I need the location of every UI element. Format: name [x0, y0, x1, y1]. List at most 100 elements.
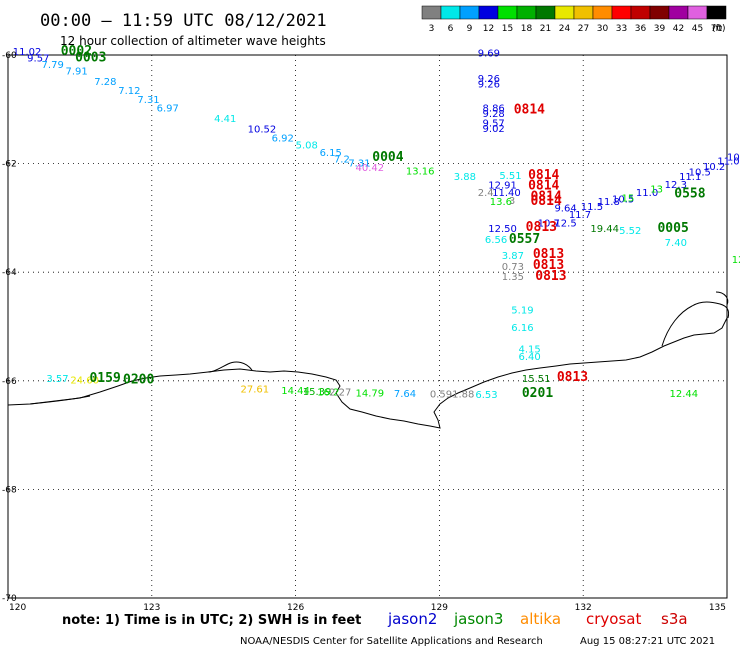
latitude-tick-label: -60 [2, 51, 17, 61]
wave-height-label: 9.57 [483, 119, 505, 130]
pass-time-label: 0004 [372, 150, 403, 165]
wave-height-label: 10.2 [703, 162, 725, 173]
map-frame [7, 54, 728, 599]
legend-tick-label: 36 [635, 24, 647, 34]
longitude-tick-label: 132 [575, 603, 592, 613]
legend-tick-label: 18 [521, 24, 533, 34]
pass-time-label: 0813 [535, 269, 566, 284]
wave-height-label: 7.31 [348, 158, 370, 169]
coastline [7, 291, 730, 429]
wave-height-label: 11.40 [492, 188, 521, 199]
legend-tick-label: 9 [467, 24, 473, 34]
wave-height-label: 9.28 [483, 109, 505, 120]
pass-time-label: 0002 [61, 44, 92, 59]
map-subtitle: 12 hour collection of altimeter wave hei… [60, 34, 326, 48]
wave-height-label: 9.57 [27, 54, 49, 65]
wave-height-label: 6.97 [157, 103, 179, 114]
legend-tick-label: 12 [483, 24, 494, 34]
legend-tick-label: 42 [673, 24, 684, 34]
wave-height-label: 11.7 [569, 210, 591, 221]
wave-height-label: 9.02 [483, 124, 505, 135]
legend-tick-label: 6 [448, 24, 454, 34]
pass-time-label: 0814 [514, 103, 545, 118]
wave-height-label: 6.16 [511, 323, 533, 334]
legend-swatch [649, 5, 670, 20]
wave-height-label: 11.0 [636, 188, 658, 199]
wave-height-label: 3 [509, 196, 515, 207]
wave-height-label: 7.91 [66, 67, 88, 78]
legend-tick-label: 15 [502, 24, 513, 34]
wave-height-label: 11.1 [679, 172, 701, 183]
pass-time-label: 0813 [533, 258, 564, 273]
wave-height-label: 15.51 [522, 374, 551, 385]
satellite-name-jason2: jason2 [387, 610, 437, 628]
latitude-labels: -60 -62 -64 -66 -68 -70 [2, 51, 17, 604]
wave-height-label: 6.15 [320, 148, 342, 159]
latitude-tick-label: -66 [2, 377, 17, 387]
legend-tick-label: 27 [578, 24, 589, 34]
wave-height-label: 14.44 [281, 386, 310, 397]
wave-height-label: 3.57 [46, 374, 68, 385]
wave-height-label: 14.79 [356, 389, 385, 400]
legend-swatch [516, 5, 537, 20]
legend-tick-label: 70 [711, 24, 723, 34]
wave-height-label: 7.28 [94, 77, 116, 88]
legend-tick-label: 24 [559, 24, 571, 34]
legend-swatch [706, 5, 727, 20]
wave-height-label: 24.60 [70, 376, 99, 387]
footer-note: note: 1) Time is in UTC; 2) SWH is in fe… [62, 613, 361, 628]
legend-swatch [630, 5, 651, 20]
wave-height-label: 12.91 [488, 181, 517, 192]
wave-height-label: 11.5 [581, 202, 603, 213]
wave-height-label: 15.39 [303, 387, 332, 398]
wave-height-label: 11.02 [13, 47, 42, 58]
legend-swatch [459, 5, 480, 20]
satellite-name-s3a: s3a [661, 610, 688, 628]
wave-height-label: 6.40 [518, 352, 540, 363]
wave-height-label: 7.31 [137, 95, 159, 106]
wave-height-label: 6.92 [272, 133, 294, 144]
longitude-tick-label: 135 [709, 603, 726, 613]
antarctic-coastline [7, 317, 728, 429]
wave-height-label: 13 [650, 184, 663, 195]
wave-height-label: 12.44 [669, 389, 698, 400]
pass-time-label: 0814 [530, 194, 561, 209]
legend-swatch [478, 5, 499, 20]
wave-height-label: 4.41 [214, 114, 236, 125]
latitude-tick-label: -62 [2, 160, 17, 170]
legend-unit: (ft) [712, 24, 726, 34]
pass-time-label: 0201 [522, 386, 553, 401]
wave-height-label: 19.44 [590, 224, 619, 235]
wave-height-label: 10.4 [727, 152, 740, 163]
footer-credit: NOAA/NESDIS Center for Satellite Applica… [240, 636, 543, 647]
pass-time-label: 0003 [75, 51, 106, 66]
wave-height-label: 13.16 [406, 166, 435, 177]
map-title: 00:00 – 11:59 UTC 08/12/2021 [40, 11, 327, 31]
wave-height-label: 2.4 [478, 188, 494, 199]
wave-height-label: 0.73 [502, 262, 524, 273]
wave-height-label: 2.27 [329, 387, 351, 398]
wave-height-label: 3.87 [502, 251, 524, 262]
satellite-name-altika: altika [520, 610, 561, 628]
wave-height-label: 40.42 [356, 163, 385, 174]
satellite-name-cryosat: cryosat [586, 610, 641, 628]
wave-height-label: 5.08 [296, 140, 318, 151]
coastline-inlet [207, 361, 253, 373]
legend-tick-label: 21 [540, 24, 551, 34]
legend-swatch [421, 5, 442, 20]
coastline-east-cape [661, 301, 730, 347]
wave-height-label: 10.5 [689, 168, 711, 179]
pass-time-label: 0814 [530, 190, 561, 205]
wave-height-label: 6.56 [485, 235, 507, 246]
wave-height-label: 27.61 [240, 385, 269, 396]
pass-time-label: 0813 [526, 220, 557, 235]
pass-time-label: 0005 [657, 221, 688, 236]
legend-swatch [668, 5, 689, 20]
legend-tick-label: 3 [429, 24, 435, 34]
legend-tick-label: 33 [616, 24, 627, 34]
pass-time-label: 0813 [533, 247, 564, 262]
satellite-name-jason3: jason3 [453, 610, 503, 628]
wave-height-label: 10.52 [248, 125, 277, 136]
satellite-legend: jason2 jason3 altika cryosat s3a [387, 610, 688, 628]
